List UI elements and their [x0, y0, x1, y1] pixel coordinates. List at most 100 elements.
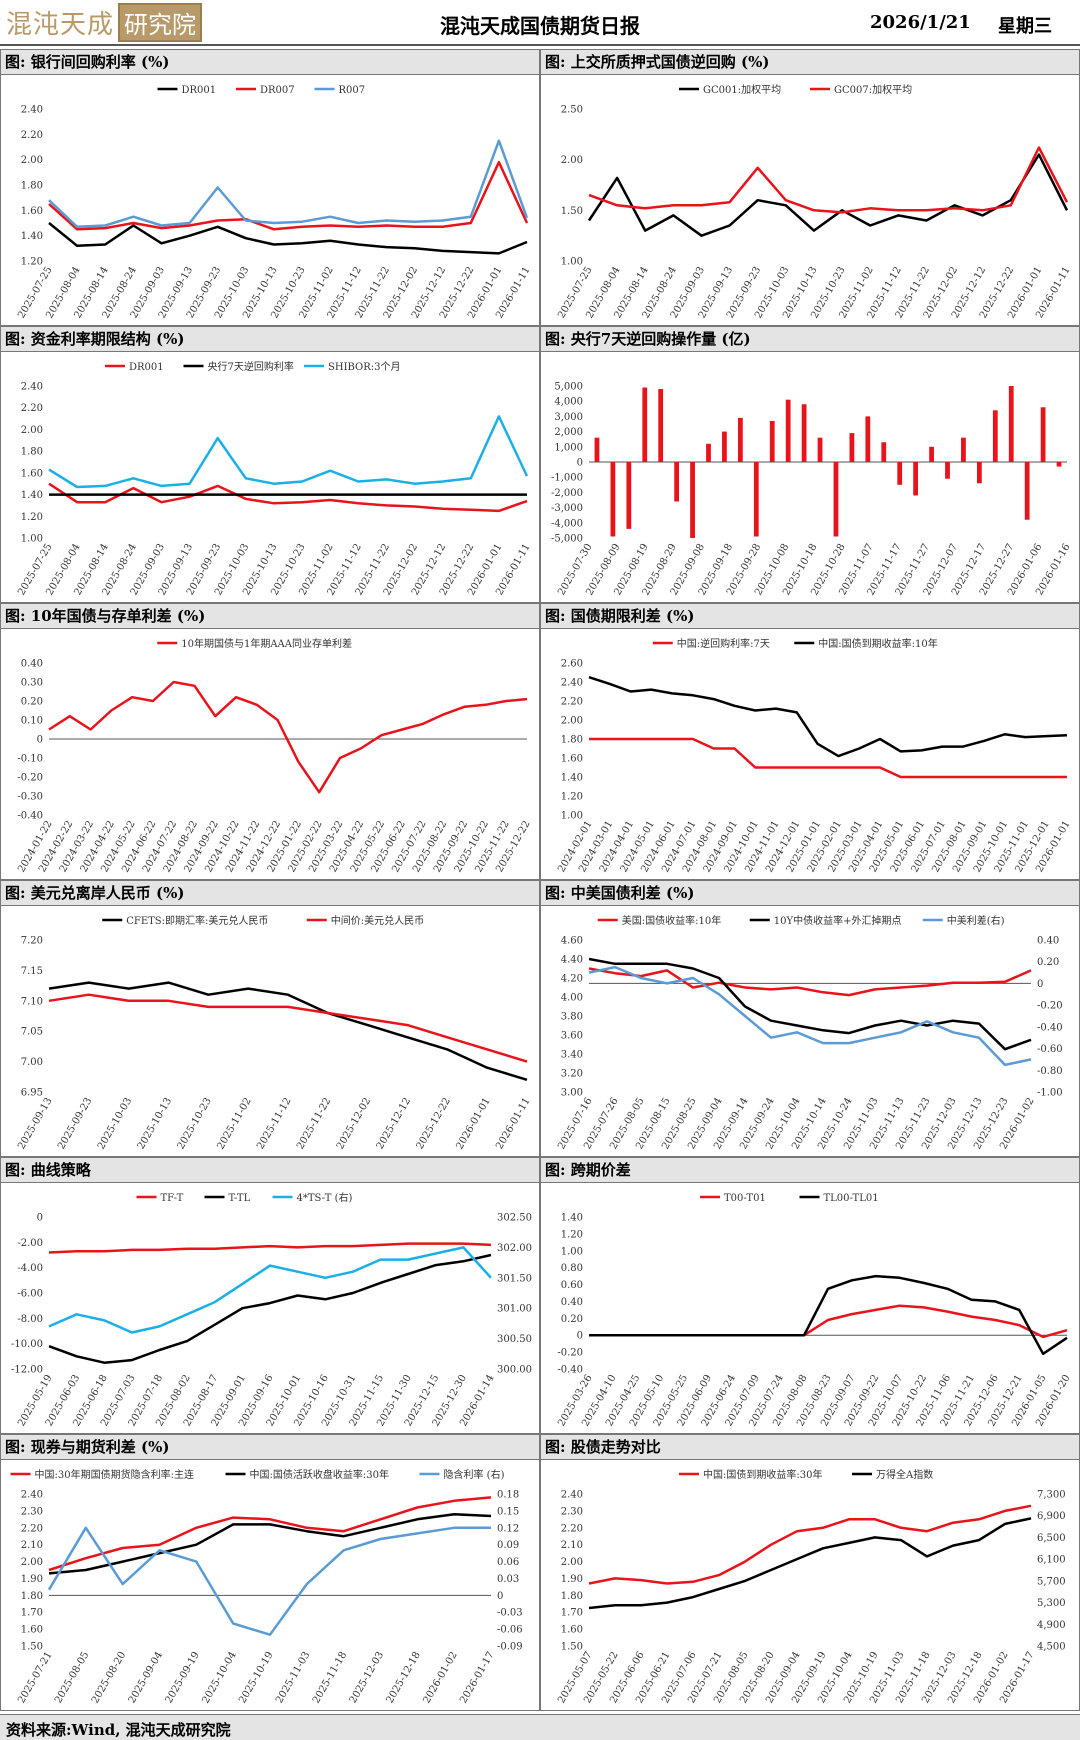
y-tick-label: 1.60 — [561, 1625, 583, 1636]
company-logo: 混沌天成 研究院 — [6, 2, 203, 42]
y-tick-label: 2.20 — [21, 130, 43, 141]
bar — [976, 462, 982, 484]
y-tick-label: 3.20 — [561, 1069, 583, 1080]
y2-tick-label: 5,700 — [1037, 1576, 1066, 1587]
y2-tick-label: 0.18 — [497, 1490, 519, 1501]
bar — [1056, 462, 1062, 467]
series-line — [48, 1513, 492, 1575]
legend-label: 10年期国债与1年期AAA同业存单利差 — [181, 637, 352, 650]
x-tick-label: 2025-11-03 — [274, 1650, 312, 1705]
y2-tick-label: 0 — [1037, 979, 1043, 990]
report-header: 混沌天成 研究院 混沌天成国债期货日报 2026/1/21 星期三 — [0, 0, 1080, 46]
legend-label: DR007 — [260, 85, 295, 96]
y-tick-label: 2.20 — [21, 403, 43, 414]
x-tick-label: 2025-12-12 — [375, 1096, 413, 1151]
y-tick-label: -0.30 — [17, 792, 43, 803]
y2-tick-label: 4,900 — [1037, 1620, 1066, 1631]
y2-tick-label: -1.00 — [1037, 1088, 1063, 1099]
bar — [658, 389, 664, 462]
chart-cnus: 美国:国债收益率:10年 10Y中债收益率+外汇掉期点 中美利差(右) 3.00 3.2… — [556, 914, 1063, 1151]
y-tick-label: 5,000 — [554, 382, 583, 393]
y2-tick-label: 0.12 — [497, 1523, 519, 1534]
y2-tick-label: 6,900 — [1037, 1511, 1066, 1522]
y-tick-label: -3,000 — [551, 503, 583, 514]
y2-tick-label: 5,300 — [1037, 1598, 1066, 1609]
y-tick-label: 1.00 — [561, 257, 583, 268]
y-tick-label: 1.20 — [21, 257, 43, 268]
legend-label: TL00-TL01 — [824, 1193, 879, 1204]
y-tick-label: 7.15 — [21, 966, 43, 977]
y-tick-label: -5,000 — [551, 534, 583, 545]
y-tick-label: -10.00 — [11, 1339, 43, 1350]
chart-spread-10y: 10年期国债与1年期AAA同业存单利差 -0.40 -0.30 -0.20 -0.10 0… — [16, 637, 532, 874]
bar — [1008, 386, 1014, 462]
panel-stockbond: 图: 股债走势对比 中国:国债到期收益率:30年 万得全A指数 1.50 1.60 1.… — [540, 1434, 1080, 1711]
x-tick-label: 2025-10-23 — [176, 1096, 214, 1151]
series-line — [48, 993, 528, 1063]
x-tick-label: 2025-08-20 — [90, 1650, 128, 1705]
y2-tick-label: -0.40 — [1037, 1022, 1063, 1033]
y-tick-label: 0 — [577, 1331, 583, 1342]
legend-label: 隐含利率 (右) — [444, 1468, 505, 1481]
x-tick-label: 2025-08-05 — [53, 1650, 91, 1705]
y-tick-label: 1.00 — [561, 811, 583, 822]
y-tick-label: 2.00 — [561, 716, 583, 727]
x-tick-label: 2025-09-04 — [127, 1650, 165, 1705]
y2-tick-label: -0.06 — [497, 1625, 523, 1636]
y-tick-label: 0.20 — [21, 697, 43, 708]
y-tick-label: -0.40 — [557, 1365, 583, 1376]
chart-term-structure: DR001 央行7天逆回购利率 SHIBOR:3个月 1.00 1.20 1.40 1.60… — [16, 360, 532, 597]
y2-tick-label: -0.60 — [1037, 1044, 1063, 1055]
chart-stockbond: 中国:国债到期收益率:30年 万得全A指数 1.50 1.60 1.70 1.80 1.90… — [556, 1468, 1066, 1705]
bar — [769, 420, 775, 462]
y-tick-label: 4.60 — [561, 936, 583, 947]
legend-label: T00-T01 — [724, 1193, 766, 1204]
bar — [929, 446, 934, 462]
y-tick-label: 1.00 — [561, 1246, 583, 1257]
y-tick-label: 1.40 — [21, 490, 43, 501]
panel-basis: 图: 现券与期货利差 (%) 中国:30年期国债期货隐含利率:主连 中国:国债活跃… — [0, 1434, 540, 1711]
y-tick-label: 1.70 — [21, 1608, 43, 1619]
y-tick-label: 2.60 — [561, 659, 583, 670]
y-tick-label: 3.00 — [561, 1088, 583, 1099]
y-tick-label: 1.80 — [21, 447, 43, 458]
y-tick-label: 2.40 — [21, 382, 43, 393]
y-tick-label: 1.40 — [561, 773, 583, 784]
series-line — [588, 1517, 1032, 1610]
y-tick-label: -1,000 — [551, 473, 583, 484]
chart-gc: GC001:加权平均 GC007:加权平均1.001.502.002.502025… — [556, 83, 1072, 320]
bar — [961, 437, 966, 462]
x-tick-label: 2025-10-13 — [136, 1096, 174, 1151]
y-tick-label: 1.50 — [561, 1642, 583, 1653]
panel-title: 图: 美元兑离岸人民币 (%) — [1, 881, 539, 906]
y2-tick-label: 0.15 — [497, 1506, 519, 1517]
y-tick-label: 3,000 — [554, 412, 583, 423]
y-tick-label: 2.40 — [21, 105, 43, 116]
panel-title: 图: 股债走势对比 — [541, 1435, 1079, 1460]
x-tick-label: 2025-12-22 — [415, 1096, 453, 1151]
legend-label: 美国:国债收益率:10年 — [622, 914, 721, 927]
x-tick-label: 2026-01-17 — [458, 1650, 496, 1705]
y-tick-label: 1,000 — [554, 442, 583, 453]
chart-term-spread: 中国:逆回购利率:7天 中国:国债到期收益率:10年 1.00 1.20 1.40 1.6… — [556, 637, 1072, 874]
panel-title: 图: 中美国债利差 (%) — [541, 881, 1079, 906]
panel-title: 图: 现券与期货利差 (%) — [1, 1435, 539, 1460]
y2-tick-label: 0.09 — [497, 1540, 519, 1551]
legend-label: 中间价:美元兑人民币 — [331, 914, 424, 927]
y-tick-label: -4,000 — [551, 518, 583, 529]
y-tick-label: 2.00 — [561, 155, 583, 166]
bar — [801, 404, 807, 462]
series-line — [587, 153, 1069, 237]
y-tick-label: -4.00 — [17, 1263, 43, 1274]
y-tick-label: 2.20 — [561, 1523, 583, 1534]
report-weekday: 星期三 — [998, 16, 1052, 37]
panel-curve: 图: 曲线策略 TF-T T-TL 4*TS-T (右) -12.00 -10.00 -8… — [0, 1157, 540, 1434]
y-tick-label: 1.50 — [561, 206, 583, 217]
y-tick-label: -8.00 — [17, 1314, 43, 1325]
y-tick-label: 7.10 — [21, 996, 43, 1007]
y-tick-label: 2.00 — [21, 1557, 43, 1568]
y-tick-label: 1.80 — [21, 1591, 43, 1602]
legend-label: 央行7天逆回购利率 — [208, 360, 294, 373]
y-tick-label: 3.60 — [561, 1031, 583, 1042]
y2-tick-label: 0.06 — [497, 1557, 519, 1568]
